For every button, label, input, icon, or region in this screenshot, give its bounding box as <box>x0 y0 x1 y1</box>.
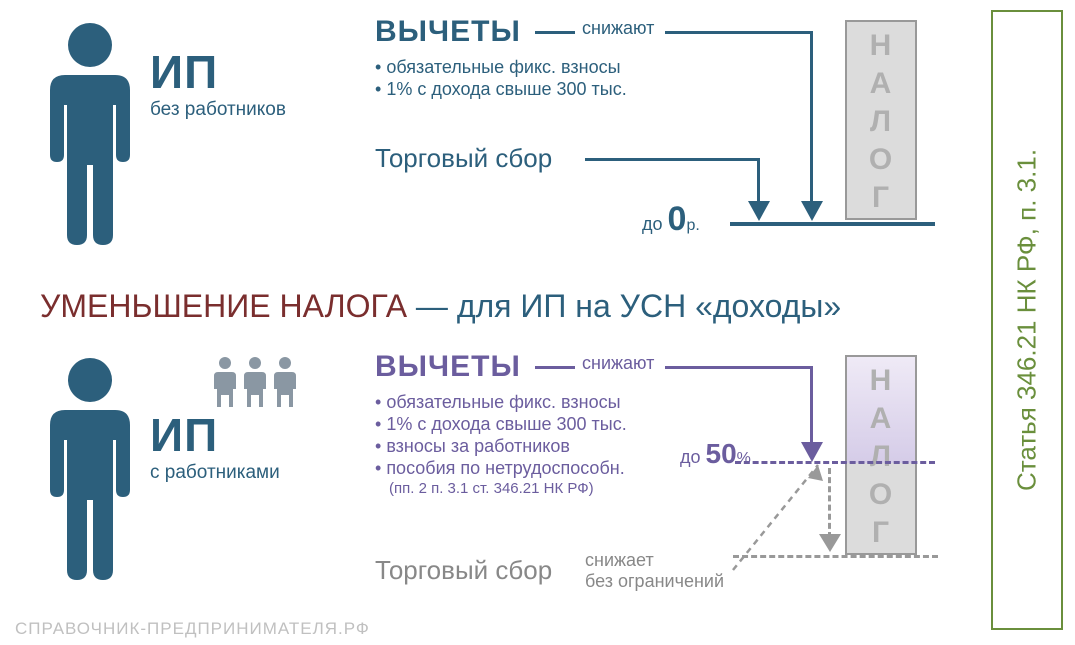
bullets-list: • обязательные фикс. взносы • 1% с доход… <box>375 392 627 497</box>
law-reference-text: Статья 346.21 НК РФ, п. 3.1. <box>1012 149 1043 491</box>
watermark: СПРАВОЧНИК-ПРЕДПРИНИМАТЕЛЯ.РФ <box>15 619 370 639</box>
person-icon <box>35 20 145 245</box>
section-no-employees: ИП без работников ВЫЧЕТЫ • обязательные … <box>15 15 945 265</box>
ip-title: ИП <box>150 45 286 99</box>
line <box>665 31 813 34</box>
line <box>810 31 813 206</box>
line <box>585 158 760 161</box>
dashed-line <box>828 468 831 538</box>
section-with-employees: ИП с работниками ВЫЧЕТЫ • обязательные ф… <box>15 350 945 640</box>
tax-letters: НАЛОГ <box>845 27 917 217</box>
dashed-midline <box>735 461 935 464</box>
trade-fee-label: Торговый сбор <box>375 555 552 586</box>
employees-group-icon <box>210 355 300 415</box>
dashed-baseline <box>733 555 938 558</box>
arrow-down-icon <box>819 534 841 552</box>
bullets-list: • обязательные фикс. взносы • 1% с доход… <box>375 57 627 100</box>
baseline <box>730 222 935 226</box>
dashed-diagonal <box>733 465 943 595</box>
ip-subtitle: с работниками <box>150 462 280 484</box>
bullet-item: • пособия по нетрудоспособн. <box>375 458 627 479</box>
main-title: УМЕНЬШЕНИЕ НАЛОГА — для ИП на УСН «доход… <box>15 288 955 325</box>
bullet-item: • 1% с дохода свыше 300 тыс. <box>375 79 627 100</box>
bullet-item: • обязательные фикс. взносы <box>375 57 627 78</box>
title-part2: — для ИП на УСН «доходы» <box>407 288 841 324</box>
bullet-item: • обязательные фикс. взносы <box>375 392 627 413</box>
arrow-down-icon <box>801 201 823 221</box>
trade-fee-sub: снижаетбез ограничений <box>585 550 724 592</box>
title-part1: УМЕНЬШЕНИЕ НАЛОГА <box>40 288 407 324</box>
line <box>535 366 575 369</box>
bullet-item: • 1% с дохода свыше 300 тыс. <box>375 414 627 435</box>
line <box>757 158 760 207</box>
law-reference-sidebar: Статья 346.21 НК РФ, п. 3.1. <box>991 10 1063 630</box>
ip-label-block: ИП без работников <box>150 45 286 121</box>
line <box>535 31 575 34</box>
person-icon <box>35 355 145 580</box>
trade-fee-label: Торговый сбор <box>375 143 552 174</box>
ip-label-block: ИП с работниками <box>150 408 280 484</box>
bullet-note: (пп. 2 п. 3.1 ст. 346.21 НК РФ) <box>389 480 627 497</box>
ip-title: ИП <box>150 408 280 462</box>
reduces-label: снижают <box>582 18 654 39</box>
reduces-label: снижают <box>582 353 654 374</box>
arrow-down-icon <box>748 201 770 221</box>
line <box>665 366 813 369</box>
limit-label: до 0р. <box>642 200 700 239</box>
ip-subtitle: без работников <box>150 99 286 121</box>
bullet-item: • взносы за работников <box>375 436 627 457</box>
line <box>810 366 813 446</box>
infographic: ИП без работников ВЫЧЕТЫ • обязательные … <box>0 0 1075 645</box>
arrow-down-icon <box>801 442 823 462</box>
